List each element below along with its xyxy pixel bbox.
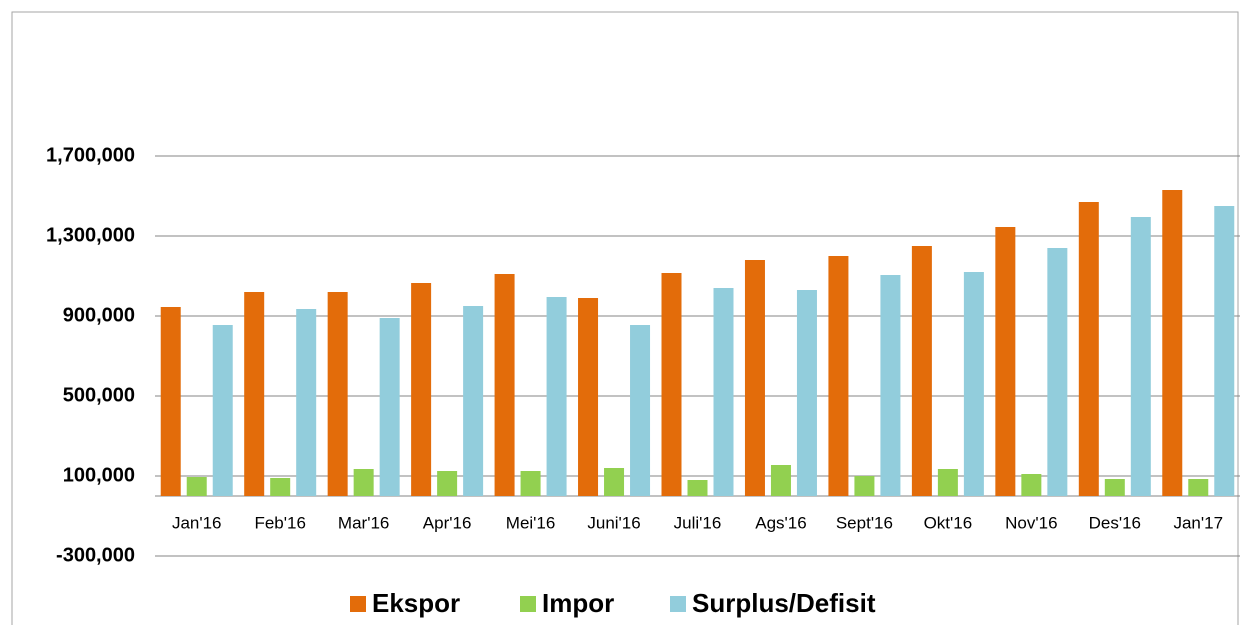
x-tick-label: Jan'16 <box>172 513 222 532</box>
x-tick-label: Sept'16 <box>836 513 893 532</box>
legend-swatch <box>670 596 686 612</box>
bar <box>770 465 791 496</box>
bar <box>1104 479 1125 496</box>
bar <box>212 325 233 496</box>
legend-swatch <box>520 596 536 612</box>
x-tick-label: Okt'16 <box>924 513 973 532</box>
legend-swatch <box>350 596 366 612</box>
x-tick-label: Juli'16 <box>674 513 722 532</box>
bar <box>880 275 901 496</box>
bar <box>578 298 599 496</box>
bar <box>687 480 708 496</box>
x-tick-label: Ags'16 <box>755 513 806 532</box>
bar <box>546 297 567 496</box>
bar <box>937 469 958 496</box>
bar <box>630 325 651 496</box>
bar <box>296 309 317 496</box>
bar <box>353 469 374 496</box>
bar <box>244 292 265 496</box>
x-tick-label: Des'16 <box>1089 513 1141 532</box>
bar <box>661 273 682 496</box>
bar <box>911 246 932 496</box>
bar <box>1188 479 1209 496</box>
bar <box>1047 248 1068 496</box>
x-tick-label: Nov'16 <box>1005 513 1057 532</box>
legend-label: Surplus/Defisit <box>692 588 876 618</box>
x-tick-label: Mar'16 <box>338 513 389 532</box>
bar <box>828 256 849 496</box>
y-tick-label: 100,000 <box>63 464 135 486</box>
y-tick-label: 1,700,000 <box>46 144 135 166</box>
x-tick-label: Juni'16 <box>587 513 640 532</box>
bar <box>1214 206 1235 496</box>
bar <box>713 288 734 496</box>
bar <box>854 476 875 496</box>
bar <box>327 292 348 496</box>
legend-label: Ekspor <box>372 588 460 618</box>
bar <box>411 283 432 496</box>
x-tick-label: Jan'17 <box>1173 513 1223 532</box>
bar <box>1162 190 1183 496</box>
y-tick-label: 500,000 <box>63 384 135 406</box>
bar <box>796 290 817 496</box>
bar <box>604 468 625 496</box>
bar <box>270 478 291 496</box>
y-tick-label: -300,000 <box>56 544 135 566</box>
y-tick-label: 900,000 <box>63 304 135 326</box>
x-tick-label: Mei'16 <box>506 513 556 532</box>
bar <box>963 272 984 496</box>
legend-label: Impor <box>542 588 614 618</box>
bar <box>463 306 484 496</box>
bar <box>160 307 181 496</box>
bar <box>437 471 458 496</box>
y-tick-label: 1,300,000 <box>46 224 135 246</box>
x-tick-label: Feb'16 <box>254 513 305 532</box>
bar <box>995 227 1016 496</box>
bar <box>494 274 515 496</box>
bar <box>379 318 400 496</box>
bar <box>1130 217 1151 496</box>
bar <box>744 260 765 496</box>
bar <box>1021 474 1042 496</box>
x-tick-label: Apr'16 <box>423 513 472 532</box>
bar <box>1078 202 1099 496</box>
bar <box>186 477 207 496</box>
bar <box>520 471 541 496</box>
chart-border <box>11 11 1239 625</box>
